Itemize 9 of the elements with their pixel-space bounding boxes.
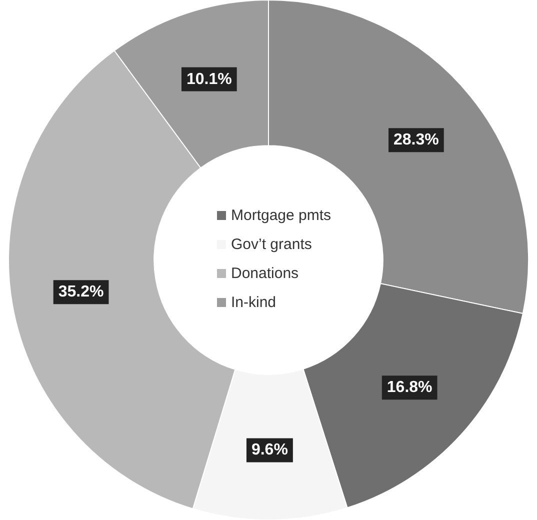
data-label: 10.1% xyxy=(186,70,232,88)
legend-label: In-kind xyxy=(231,294,276,311)
data-label: 28.3% xyxy=(394,132,439,149)
data-label: 35.2% xyxy=(58,284,104,301)
data-label: 9.6% xyxy=(251,442,288,459)
legend-label: Donations xyxy=(231,265,299,282)
legend-label: Mortgage pmts xyxy=(231,207,332,224)
data-label: 16.8% xyxy=(386,379,432,396)
legend-label: Gov’t grants xyxy=(231,236,312,253)
